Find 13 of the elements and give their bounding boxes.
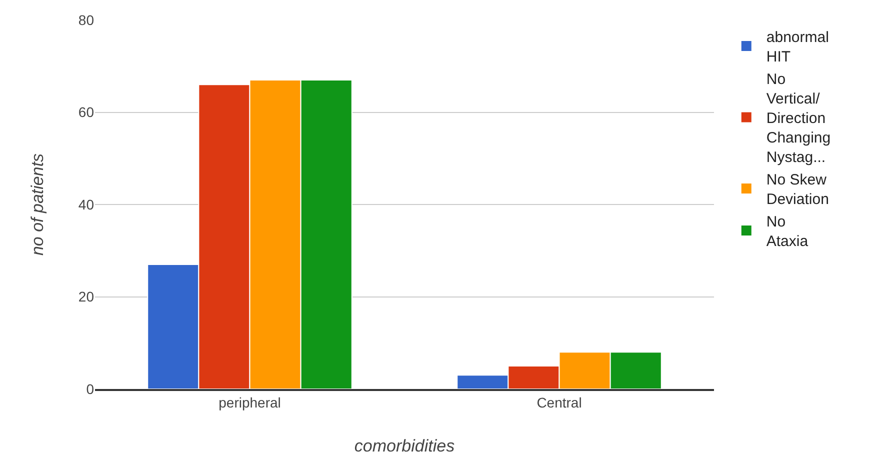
x-axis-title: comorbidities [354, 436, 456, 456]
y-tick-label: 20 [78, 288, 94, 305]
legend-label: No Vertical/Direction Changing Nystag... [766, 71, 831, 166]
y-tick-label: 40 [78, 196, 94, 212]
y-tick-label: 80 [78, 12, 94, 28]
y-tick-label: 0 [86, 380, 94, 397]
legend-label: No Ataxia [766, 214, 809, 250]
x-tick-label: peripheral [218, 394, 281, 411]
y-tick-label: 60 [78, 104, 94, 120]
legend-label: No Skew Deviation [766, 172, 829, 208]
x-tick-label: Central [536, 394, 582, 411]
y-axis-title: no of patients [28, 152, 47, 256]
legend-label: abnormal HIT [766, 29, 829, 66]
